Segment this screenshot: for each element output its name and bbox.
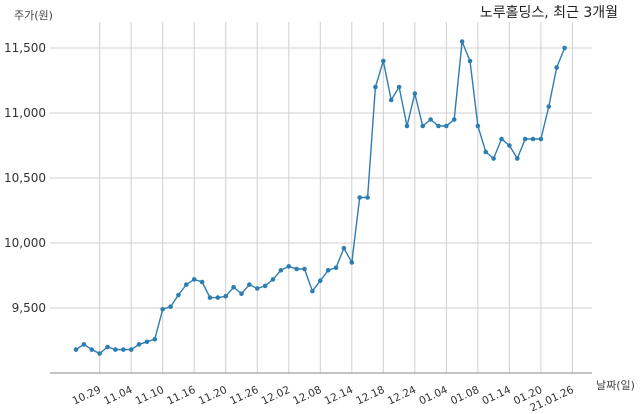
data-point (176, 292, 181, 298)
data-point (420, 123, 426, 129)
data-point (373, 84, 378, 90)
data-point (467, 58, 473, 64)
data-point (507, 143, 512, 148)
x-tick-label: 01.04 (417, 384, 450, 408)
x-tick-label: 10.29 (71, 384, 103, 408)
data-point (223, 294, 229, 299)
data-point (499, 136, 504, 142)
data-point (412, 91, 418, 96)
data-point (554, 65, 559, 70)
data-point (365, 195, 370, 200)
data-point (317, 278, 323, 284)
x-tick-label: 12.02 (260, 384, 292, 408)
data-point (530, 136, 536, 142)
x-axis-ticks: 10.29 11.04 11.10 11.16 11.20 11.26 12.02 12.08… (71, 384, 576, 414)
x-axis-label: 날짜(일) (596, 378, 635, 392)
data-point (81, 342, 87, 347)
data-point (349, 260, 355, 265)
data-point (231, 284, 236, 290)
y-tick-label: 9,500 (12, 301, 46, 315)
data-point (333, 265, 339, 271)
data-point (270, 277, 276, 282)
x-tick-label: 12.08 (291, 384, 323, 408)
data-point (294, 266, 299, 272)
x-tick-label: 12.18 (354, 384, 386, 408)
data-point (128, 347, 134, 352)
y-tick-label: 10,000 (4, 236, 46, 250)
y-tick-label: 10,500 (4, 171, 46, 185)
x-tick-label: 01.14 (480, 384, 513, 408)
y-tick-label: 11,500 (4, 41, 46, 55)
data-point (444, 123, 449, 129)
data-point (97, 351, 102, 356)
data-points (73, 39, 567, 356)
data-point (483, 149, 489, 155)
data-point (286, 264, 292, 269)
data-point (514, 156, 520, 161)
x-tick-label: 01.08 (449, 384, 481, 408)
data-point (436, 123, 441, 129)
y-axis-ticks: 9,500 10,000 10,500 11,000 11,500 (4, 41, 46, 315)
grid-lines (50, 22, 592, 373)
data-point (168, 304, 173, 310)
data-point (538, 136, 544, 142)
data-point (247, 282, 252, 287)
data-point (381, 58, 386, 64)
data-point (404, 123, 410, 129)
data-point (428, 117, 433, 122)
x-tick-label: 11.04 (102, 384, 135, 408)
x-tick-label: 12.14 (323, 384, 356, 408)
data-point (239, 291, 244, 297)
data-point (341, 245, 347, 251)
data-point (207, 295, 213, 300)
data-point (325, 268, 331, 273)
data-point (199, 279, 205, 285)
data-point (184, 282, 189, 287)
data-point (562, 45, 567, 51)
data-point (546, 104, 552, 109)
data-point (278, 268, 284, 273)
data-point (357, 195, 362, 200)
data-point (396, 84, 402, 90)
data-point (302, 266, 307, 272)
data-point (522, 136, 528, 142)
data-point (144, 339, 150, 345)
data-point (191, 277, 197, 282)
data-point (475, 123, 481, 129)
data-point (491, 156, 496, 161)
y-axis-label: 주가(원) (14, 9, 53, 22)
data-point (160, 307, 165, 312)
x-tick-label: 11.10 (134, 384, 166, 408)
data-point (113, 347, 118, 352)
x-tick-label: 11.26 (228, 384, 261, 408)
data-point (136, 342, 142, 347)
data-point (310, 288, 315, 294)
data-point (459, 39, 465, 44)
data-point (215, 295, 221, 300)
x-tick-label: 11.20 (197, 384, 229, 408)
data-point (89, 347, 95, 352)
y-tick-label: 11,000 (4, 106, 46, 120)
data-point (388, 97, 394, 103)
data-point (105, 344, 110, 350)
data-point (451, 117, 457, 122)
data-point (73, 347, 79, 352)
x-tick-label: 12.24 (386, 384, 419, 408)
data-point (262, 283, 268, 289)
data-point (152, 336, 158, 342)
chart-title: 노루홀딩스, 최근 3개월 (480, 5, 618, 21)
x-tick-label: 11.16 (165, 384, 198, 408)
data-point (120, 347, 126, 352)
data-point (254, 286, 260, 291)
